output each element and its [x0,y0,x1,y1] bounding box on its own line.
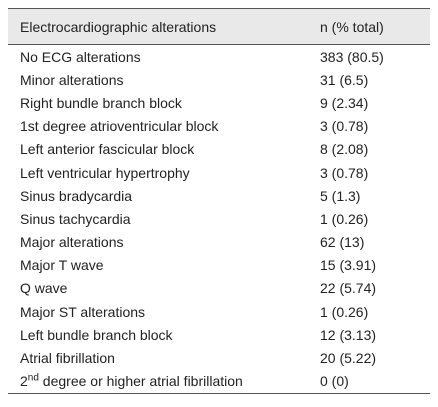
cell-text: degree or higher atrial fibrillation [38,373,243,390]
table-body: No ECG alterations 383 (80.5) Minor altera… [8,45,430,394]
header-cell: Electrocardiographic alterations [20,18,217,35]
table-row: Q wave 22 (5.74) [8,277,430,300]
table-cell: 383 (80.5) [320,48,384,65]
table-row: Sinus tachycardia 1 (0.26) [8,207,430,230]
table-cell: Major T wave [20,257,104,274]
table-cell: 31 (6.5) [320,71,369,88]
header-cell: n (% total) [320,18,384,35]
table-cell: No ECG alterations [20,48,141,65]
table-cell: 0 (0) [320,373,349,390]
table-row: Minor alterations 31 (6.5) [8,68,430,91]
table-cell: 8 (2.08) [320,141,369,158]
table-row: Major alterations 62 (13) [8,231,430,254]
table-row: Left ventricular hypertrophy 3 (0.78) [8,161,430,184]
cell-text: 2 [20,373,28,390]
table-cell: 1st degree atrioventricular block [20,118,219,135]
header-row: Electrocardiographic alterations n (% to… [8,8,430,45]
table-cell: 12 (3.13) [320,326,377,343]
table-cell: Sinus tachycardia [20,210,131,227]
table-row: 1st degree atrioventricular block 3 (0.78… [8,115,430,138]
table-row: Right bundle branch block 9 (2.34) [8,91,430,114]
table-cell: 2nd degree or higher atrial fibrillation [8,370,308,394]
table-cell: Minor alterations [20,71,124,88]
table-cell: 9 (2.34) [320,94,369,111]
table-cell: Sinus bradycardia [20,187,133,204]
table-row: Major T wave 15 (3.91) [8,254,430,277]
table-cell: 5 (1.3) [320,187,361,204]
table-row: Sinus bradycardia 5 (1.3) [8,184,430,207]
table-cell: Right bundle branch block [20,94,182,111]
table-cell: Left anterior fascicular block [20,141,195,158]
table-cell: 22 (5.74) [320,280,377,297]
table-row: Major ST alterations 1 (0.26) [8,300,430,323]
table-cell: 1 (0.26) [320,210,369,227]
table-cell: 15 (3.91) [320,257,377,274]
table-row: Left anterior fascicular block 8 (2.08) [8,138,430,161]
table-cell: 20 (5.22) [320,350,377,367]
table-row: 2nd degree or higher atrial fibrillation… [8,370,430,394]
table-cell: Atrial fibrillation [20,350,115,367]
table-row: Atrial fibrillation 20 (5.22) [8,346,430,369]
ecg-table: Electrocardiographic alterations n (% to… [8,8,430,394]
table-row: No ECG alterations 383 (80.5) [8,45,430,69]
table-cell: Left bundle branch block [20,326,173,343]
table-cell: Major ST alterations [20,303,146,320]
table-cell: 1 (0.26) [320,303,369,320]
table-cell: 3 (0.78) [320,164,369,181]
table-row: Left bundle branch block 12 (3.13) [8,323,430,346]
cell-superscript: nd [27,372,39,384]
table-cell: Major alterations [20,234,124,251]
table-cell: Left ventricular hypertrophy [20,164,190,181]
table-cell: Q wave [20,280,68,297]
table-cell: 62 (13) [320,234,365,251]
table-cell: 3 (0.78) [320,118,369,135]
